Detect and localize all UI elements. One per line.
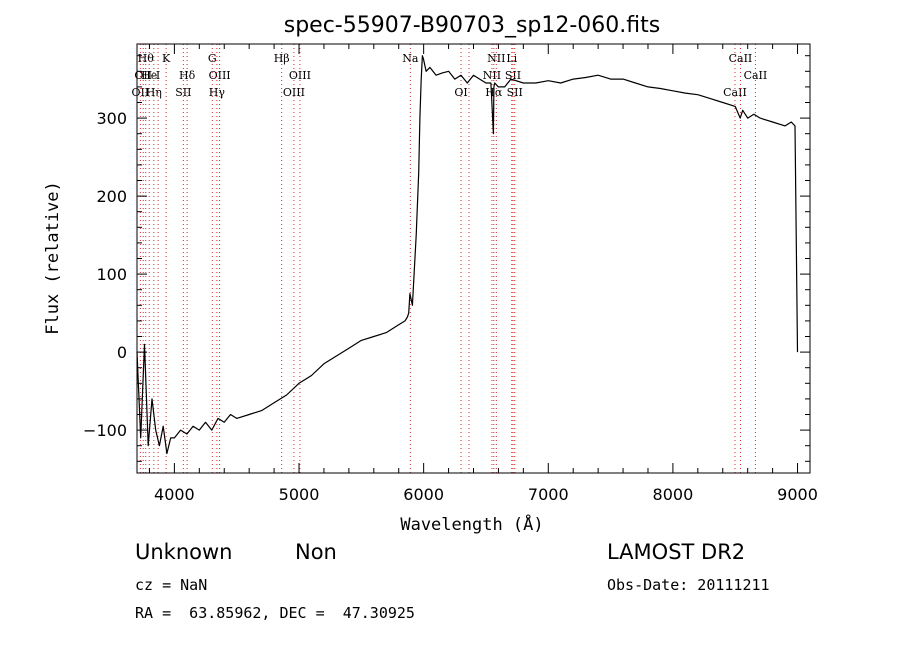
y-axis-label: Flux (relative) [43,181,63,335]
cz-label: cz = NaN [135,576,208,594]
spectral-line-label: OIII [289,69,311,82]
y-tick-label: 300 [96,109,127,128]
x-tick-label: 4000 [154,485,195,504]
spectral-line-label: Hη [146,86,162,99]
classification-label: Unknown [135,540,233,564]
spectral-line-label: Na [402,52,419,65]
spectral-line-label: NII [483,69,501,82]
spectral-line-label: Hθ [138,52,155,65]
spectral-line-label: CaII [744,69,768,82]
spectral-line-markers: OII OII Hθ He Hη IK Hδ SII G OIII Hγ Hβ OIII OIII Na OI… [132,44,768,473]
spectral-line-label: OIII [209,69,231,82]
y-tick-label: 200 [96,187,127,206]
spectral-line-label: OII [132,86,150,99]
spectral-line-label: OIII [283,86,305,99]
spectral-line-label: OI [454,86,467,99]
y-axis: −100 0 100 200 300 [83,55,810,462]
plot-frame [136,43,811,474]
survey-label: LAMOST DR2 [607,540,746,564]
spectral-line-label: K [162,52,171,65]
spectral-line-label: SII [507,86,523,99]
spectral-line-label: SII [505,69,521,82]
chart-title: spec-55907-B90703_sp12-060.fits [284,13,661,38]
spectral-line-label: Hγ [209,86,226,99]
spectral-line-label: NII [487,52,505,65]
x-axis-label: Wavelength (Å) [400,513,543,535]
x-axis: 4000 5000 6000 7000 8000 9000 [148,44,818,504]
spectrum-line [136,55,799,455]
x-tick-label: 8000 [653,485,694,504]
x-tick-label: 6000 [403,485,444,504]
y-tick-label: −100 [83,421,127,440]
spectral-line-label: CaII [723,86,747,99]
spectral-line-label: CaII [729,52,753,65]
spectral-line-label: Hβ [274,52,290,65]
spectral-line-label: SII [175,86,191,99]
spectral-line-label: Li [506,52,517,65]
spectral-line-label: G [208,52,217,65]
spectral-line-label: I [156,69,160,82]
x-tick-label: 9000 [777,485,818,504]
spectral-line-label: He [141,69,157,82]
y-tick-label: 0 [117,343,127,362]
obs-date-label: Obs-Date: 20111211 [607,576,770,594]
subclass-label: Non [295,540,337,564]
spectral-line-label: OII [134,69,152,82]
spectrum-series [136,55,799,455]
coordinates-label: RA = 63.85962, DEC = 47.30925 [135,604,415,622]
y-tick-label: 100 [96,265,127,284]
x-tick-label: 5000 [279,485,320,504]
spectral-line-label: Hδ [179,69,196,82]
x-tick-label: 7000 [528,485,569,504]
